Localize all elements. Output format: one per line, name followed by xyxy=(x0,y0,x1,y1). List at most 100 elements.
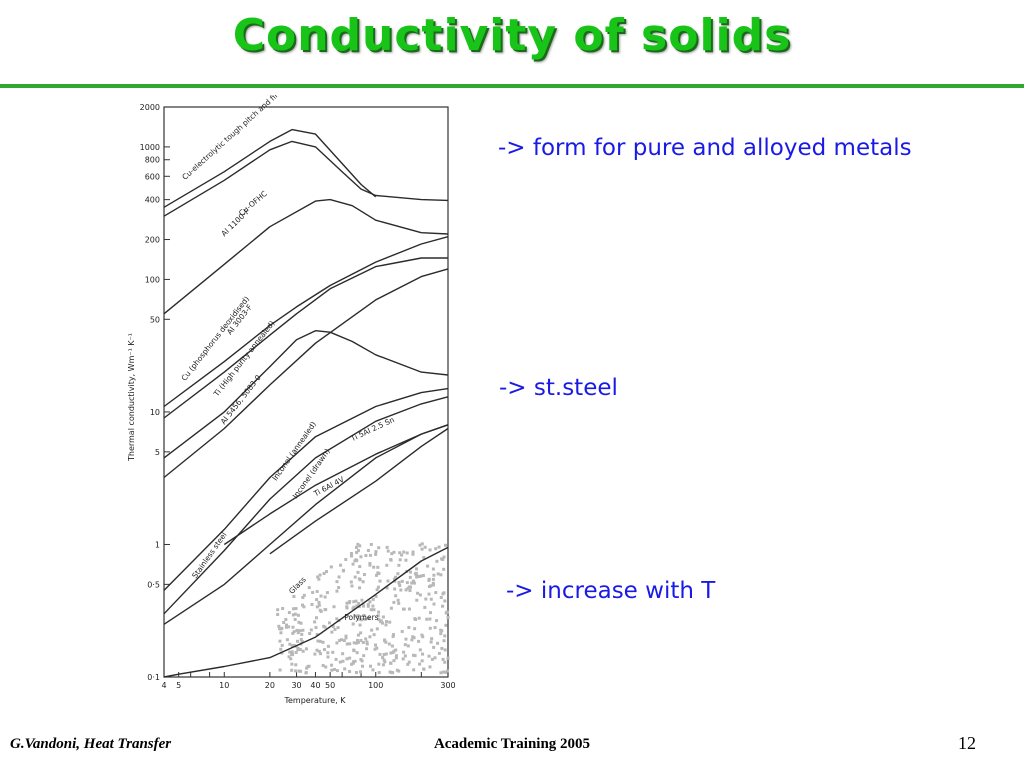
polymer-speckle xyxy=(323,625,327,629)
polymer-speckle xyxy=(428,548,432,552)
polymer-speckle xyxy=(428,626,432,630)
polymer-speckle xyxy=(377,662,381,666)
polymer-speckle xyxy=(396,598,400,602)
polymer-speckle xyxy=(348,670,352,674)
page-number: 12 xyxy=(958,733,976,753)
polymer-speckle xyxy=(427,654,431,658)
polymer-speckle xyxy=(327,621,331,625)
thermal-conductivity-chart: 4 5 10 20 30 40 50 100 300 0·1 0·5 1 5 10 50 100 200 400 6… xyxy=(127,95,456,705)
polymer-speckle xyxy=(326,651,330,655)
polymer-speckle xyxy=(300,639,304,643)
polymer-speckle xyxy=(289,657,293,661)
polymer-speckle xyxy=(403,643,407,647)
bullet-stainless-steel: -> st.steel xyxy=(499,375,618,401)
polymer-speckle xyxy=(376,565,380,569)
series-label-13: Polymers xyxy=(344,613,378,622)
polymer-speckle xyxy=(375,573,379,577)
polymer-speckle xyxy=(416,591,420,595)
polymer-speckle xyxy=(355,559,359,563)
polymer-speckle xyxy=(428,617,432,621)
polymer-speckle xyxy=(430,657,434,661)
polymer-speckle xyxy=(352,641,356,645)
polymer-speckle xyxy=(423,545,427,549)
polymer-speckle xyxy=(437,651,441,655)
polymer-speckle xyxy=(440,646,444,650)
polymer-speckle xyxy=(369,542,373,546)
polymer-speckle xyxy=(323,595,327,599)
polymer-speckle xyxy=(329,565,333,569)
polymer-speckle xyxy=(386,549,390,553)
series-line-8 xyxy=(163,396,449,615)
y-tick-label: 0·1 xyxy=(147,673,160,682)
polymer-speckle xyxy=(439,628,443,632)
polymer-speckle xyxy=(355,651,359,655)
polymer-speckle xyxy=(382,658,386,662)
polymer-speckle xyxy=(300,632,304,636)
polymer-speckle xyxy=(418,575,422,579)
y-tick-label: 5 xyxy=(155,448,160,457)
polymer-speckle xyxy=(332,667,336,671)
polymer-speckle xyxy=(394,575,398,579)
polymer-speckle xyxy=(384,623,388,627)
polymer-speckle xyxy=(330,630,334,634)
polymer-speckle xyxy=(331,650,335,654)
series-labels: Cu-electrolytic tough pitch and fire-ref… xyxy=(179,95,396,622)
polymer-speckle xyxy=(349,580,353,584)
polymer-speckle xyxy=(436,572,440,576)
polymer-speckle xyxy=(398,558,402,562)
polymer-speckle xyxy=(413,654,417,658)
polymer-speckle xyxy=(357,601,361,605)
polymer-speckle xyxy=(347,601,351,605)
polymer-speckle xyxy=(301,649,305,653)
y-tick-label: 400 xyxy=(145,196,160,205)
polymer-speckle xyxy=(384,640,388,644)
polymer-speckle xyxy=(279,627,283,631)
polymer-speckle xyxy=(377,610,381,614)
polymer-speckle xyxy=(429,640,433,644)
polymer-speckle xyxy=(277,624,281,628)
polymer-speckle xyxy=(376,585,380,589)
polymer-speckle xyxy=(351,622,355,626)
polymer-speckle xyxy=(377,618,381,622)
polymer-speckle xyxy=(315,589,319,593)
polymer-speckle xyxy=(313,620,317,624)
polymer-speckle xyxy=(318,608,322,612)
polymer-speckle xyxy=(442,567,446,571)
polymer-speckle xyxy=(412,653,416,657)
polymer-speckle xyxy=(377,546,381,550)
polymer-speckle xyxy=(358,623,362,627)
polymer-speckle xyxy=(411,550,415,554)
polymer-speckle xyxy=(321,640,325,644)
polymer-speckle xyxy=(295,639,299,643)
polymer-speckle xyxy=(332,605,336,609)
polymer-speckle xyxy=(435,559,439,563)
polymer-speckle xyxy=(344,634,348,638)
polymer-speckle xyxy=(390,671,394,675)
y-tick-label: 2000 xyxy=(140,103,160,112)
polymer-speckle xyxy=(315,605,319,609)
polymer-speckle xyxy=(336,626,340,630)
polymer-speckle xyxy=(325,591,329,595)
polymer-speckle xyxy=(307,586,311,590)
polymer-speckle xyxy=(290,650,294,654)
polymer-speckle xyxy=(421,573,425,577)
polymer-speckle xyxy=(432,573,436,577)
polymer-speckle xyxy=(392,659,396,663)
polymer-speckle xyxy=(330,668,334,672)
polymer-speckle xyxy=(373,647,377,651)
polymer-speckle xyxy=(434,547,438,551)
polymer-speckle xyxy=(301,628,305,632)
polymer-speckle xyxy=(299,621,303,625)
polymer-speckle xyxy=(415,575,419,579)
polymer-speckle xyxy=(417,616,421,620)
polymer-speckle xyxy=(351,607,355,611)
polymer-speckle xyxy=(388,620,392,624)
polymer-speckle xyxy=(400,553,404,557)
polymer-speckle xyxy=(415,598,419,602)
polymer-speckle xyxy=(294,663,298,667)
polymer-speckle xyxy=(356,633,360,637)
series-label-9: Ti 5Al 2.5 Sn xyxy=(348,415,396,444)
polymer-speckle xyxy=(385,545,389,549)
x-tick-label: 50 xyxy=(325,681,335,690)
series-line-12 xyxy=(163,546,449,678)
